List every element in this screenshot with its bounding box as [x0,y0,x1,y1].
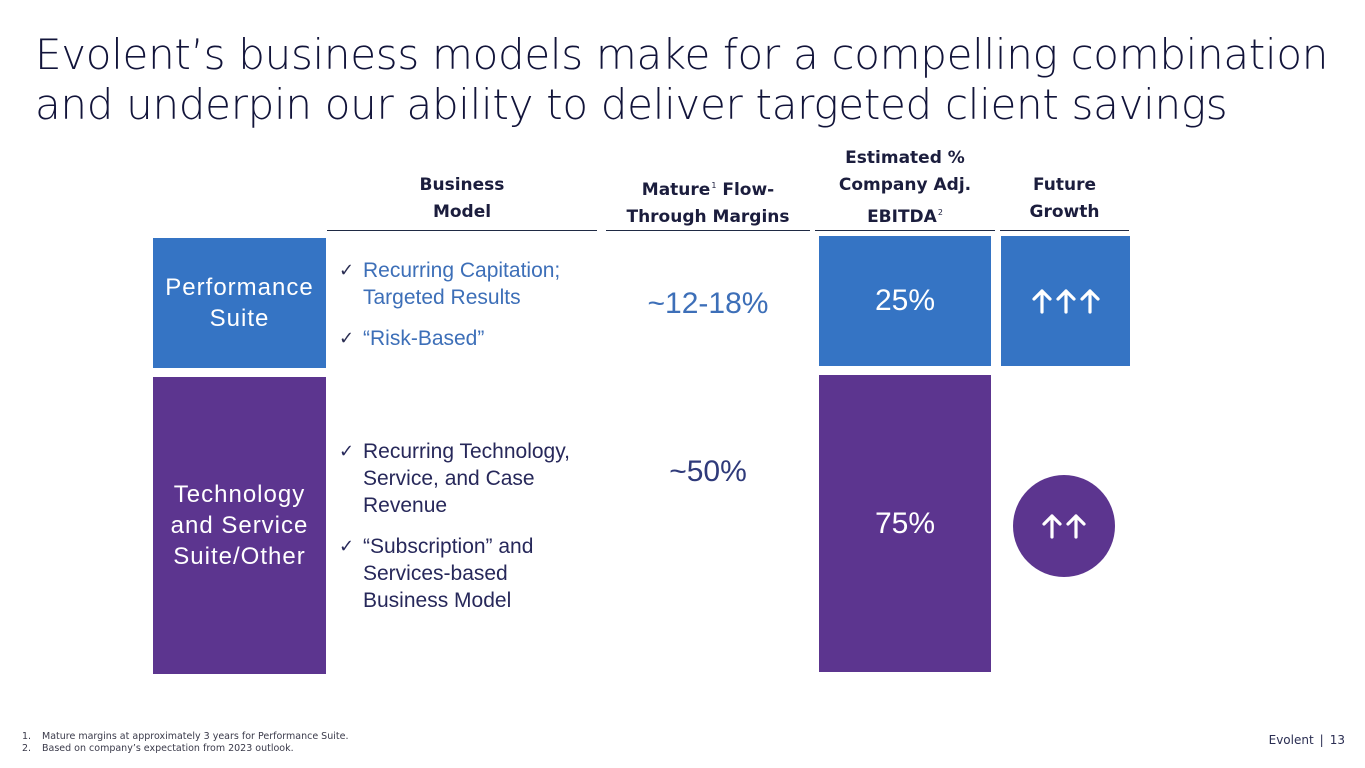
technology-margin-value: ~50% [669,455,747,488]
performance-margin-value: ~12-18% [647,287,769,320]
list-item: ✓ “Risk-Based” [339,327,485,350]
column-header-margins: Mature1 Flow- Through Margins [626,180,790,227]
triple-up-arrow-icon [1031,288,1101,314]
column-header-ebitda: Estimated % Company Adj. EBITDA2 [838,148,972,227]
footnotes: 1. Mature margins at approximately 3 yea… [22,731,348,755]
page-title: Evolent’s business models make for a com… [35,30,1345,130]
footer-separator: | [1319,733,1324,747]
technology-growth-indicator [1013,475,1115,577]
column-divider [606,230,810,231]
page-title-line-2: and underpin our ability to deliver targ… [35,80,1228,129]
up-arrow-icon [1079,289,1100,314]
check-icon: ✓ [339,536,355,557]
performance-bullets: ✓ Recurring Capitation; Targeted Results… [339,257,601,366]
column-divider [815,230,995,231]
check-icon: ✓ [339,260,355,281]
list-item: ✓ “Subscription” and Services-based Busi… [339,535,534,612]
row-label-technology-suite: Technology and Service Suite/Other [153,377,326,674]
up-arrow-icon [1031,289,1052,314]
column-divider [327,230,597,231]
row-label-performance-suite: Performance Suite [153,238,326,368]
performance-ebitda-value: 25% [819,236,991,366]
page-number: 13 [1329,733,1345,747]
performance-growth-indicator [1001,236,1130,366]
double-up-arrow-icon [1041,513,1087,539]
technology-ebitda-value: 75% [819,375,991,672]
brand-name: Evolent [1268,733,1314,747]
check-icon: ✓ [339,441,355,462]
footnote: 1. Mature margins at approximately 3 yea… [22,731,349,742]
column-header-growth: Future Growth [1029,175,1100,222]
up-arrow-icon [1042,514,1062,539]
page-title-line-1: Evolent’s business models make for a com… [35,30,1329,79]
slide-footer: Evolent | 13 [1269,733,1345,747]
footnote: 2. Based on company’s expectation from 2… [22,743,294,754]
list-item: ✓ Recurring Capitation; Targeted Results [339,259,561,309]
list-item: ✓ Recurring Technology, Service, and Cas… [339,440,571,517]
technology-bullets: ✓ Recurring Technology, Service, and Cas… [339,438,601,628]
check-icon: ✓ [339,328,355,349]
column-divider [1000,230,1129,231]
up-arrow-icon [1055,289,1076,314]
column-header-business-model: Business Model [419,175,505,222]
up-arrow-icon [1066,514,1086,539]
